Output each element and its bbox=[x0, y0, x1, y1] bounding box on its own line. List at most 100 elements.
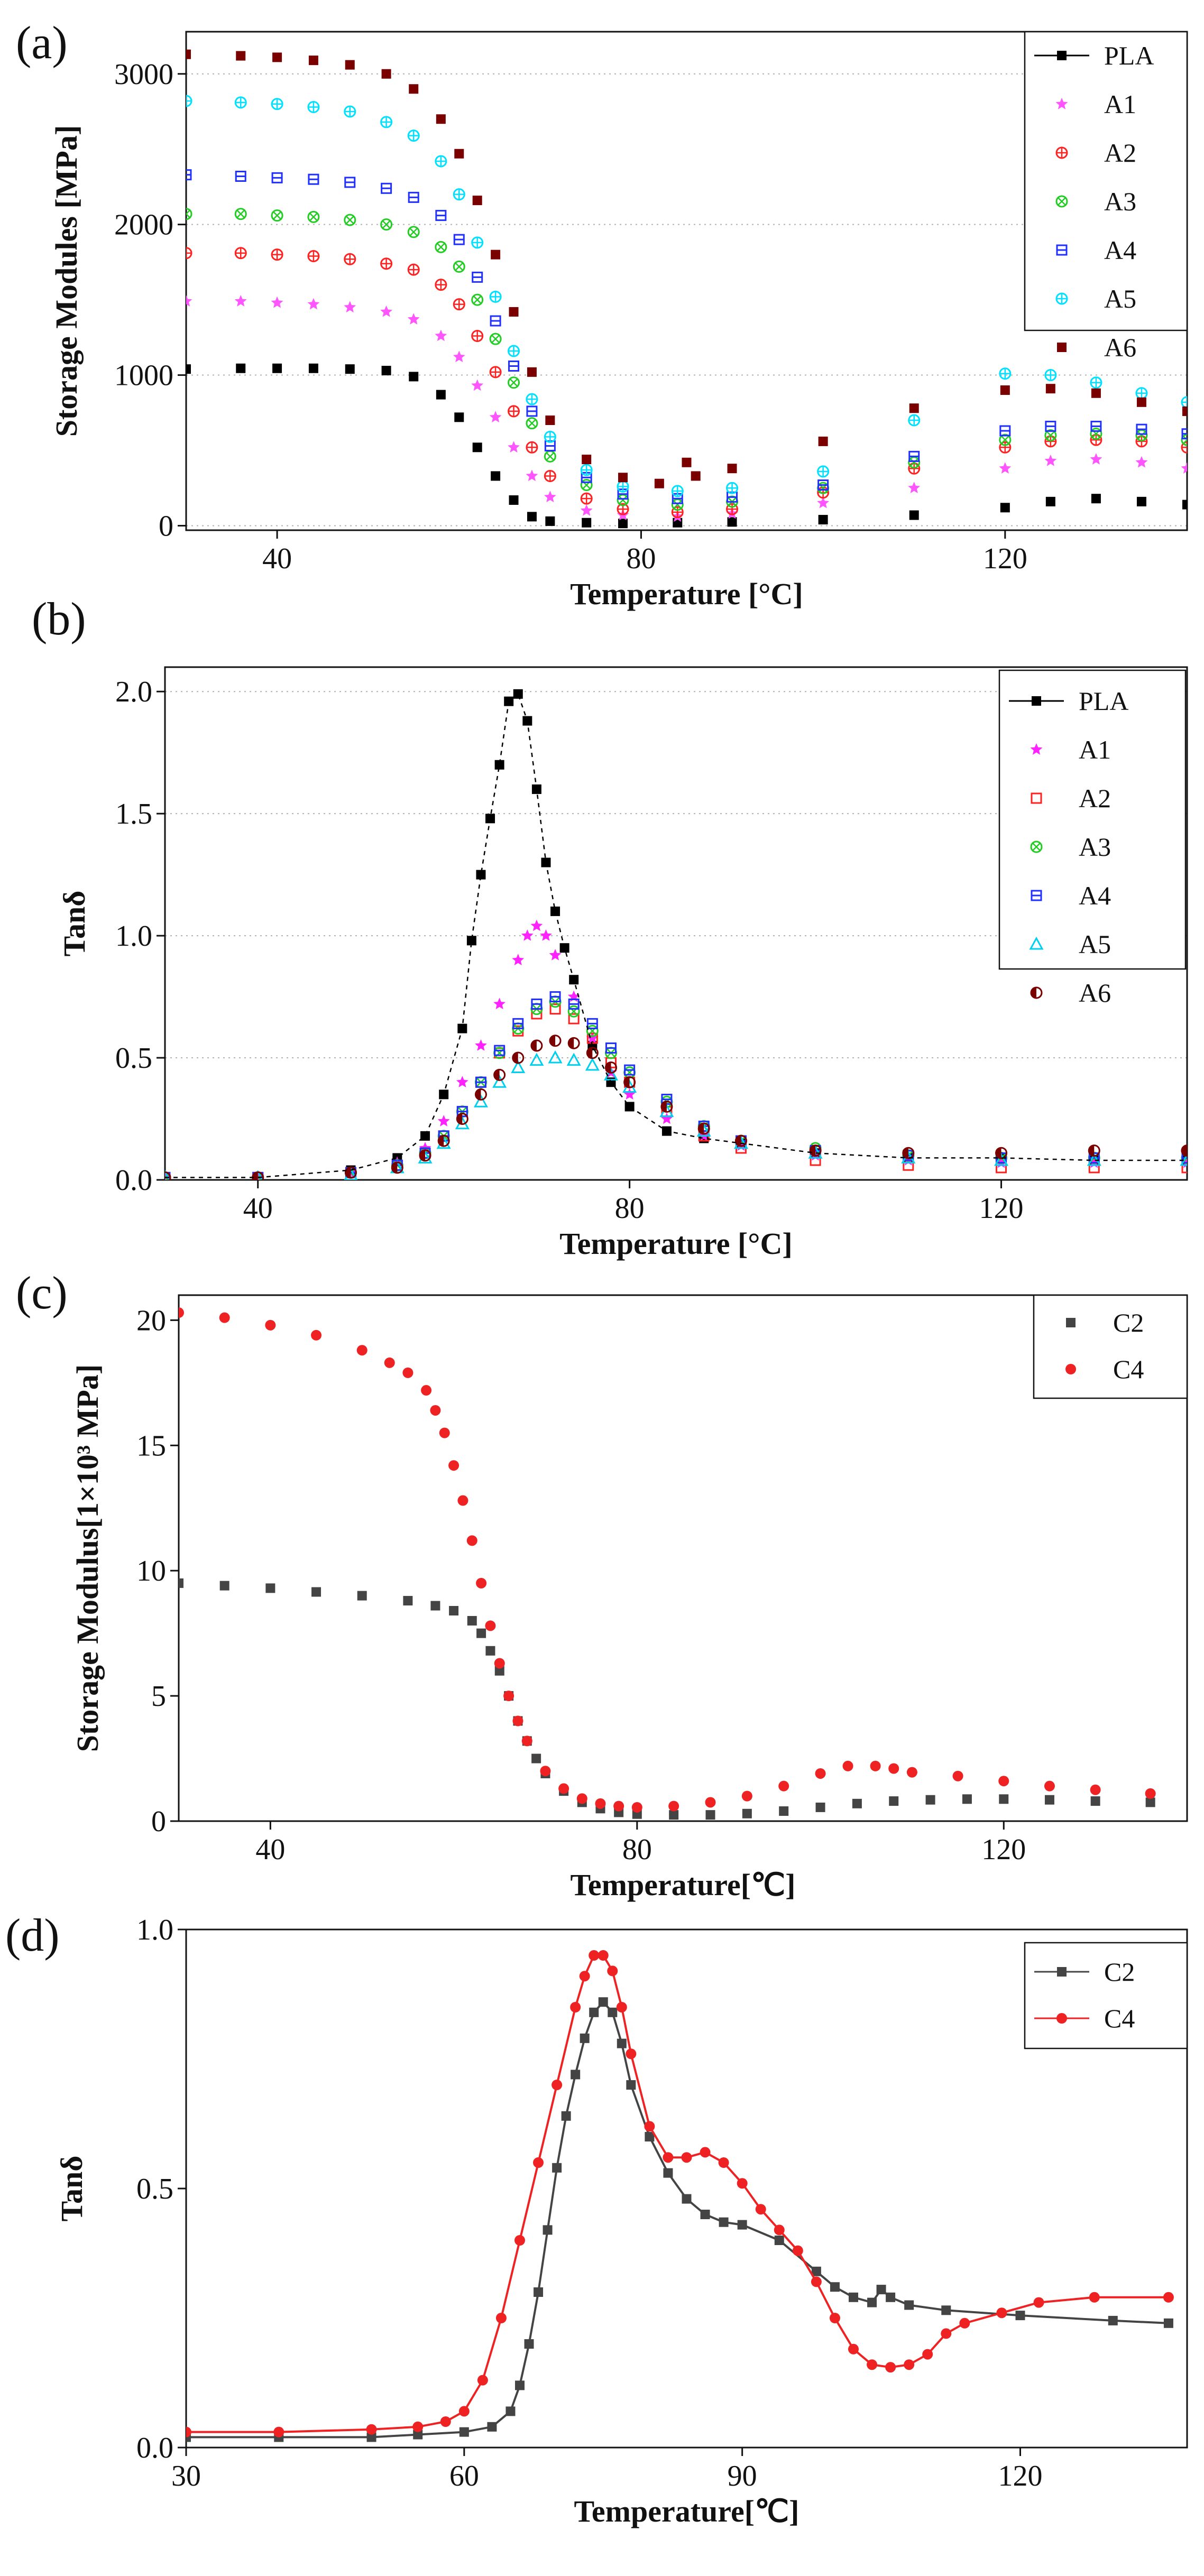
panel-a: (a) 40 80 120 0 1000 2000 3000 Temperature [°C] S… bbox=[16, 17, 1188, 611]
panel-c: (c) 40 80 120 0 5 10 15 20 Temperature[℃] Storage … bbox=[16, 1268, 1188, 1902]
series-a3-point bbox=[234, 208, 247, 220]
series-a2-point bbox=[526, 441, 538, 454]
legend-label: A2 bbox=[1104, 138, 1136, 168]
x-tick-label: 120 bbox=[998, 2460, 1043, 2492]
series-c4-point bbox=[579, 1971, 590, 1982]
series-a3-point bbox=[435, 241, 447, 253]
series-a5-point bbox=[585, 1057, 600, 1071]
series-a4-point bbox=[526, 405, 538, 417]
series-c4-point bbox=[815, 1768, 826, 1779]
series-a3-point bbox=[489, 333, 502, 345]
series-a2-point bbox=[1181, 441, 1187, 454]
series-c4-point bbox=[533, 2157, 544, 2168]
series-c2-point bbox=[1015, 2311, 1025, 2321]
legend-marker bbox=[1056, 244, 1068, 256]
series-a3-point bbox=[580, 479, 593, 492]
series-a2-point bbox=[544, 469, 556, 482]
series-c2-point bbox=[889, 1796, 899, 1806]
series-pla-point bbox=[545, 516, 555, 526]
series-a5-point bbox=[994, 1152, 1009, 1166]
series-a2-point bbox=[380, 257, 393, 270]
series-a6-point bbox=[902, 1147, 915, 1159]
series-c4-point bbox=[439, 1427, 450, 1438]
y-tick-label: 5 bbox=[151, 1680, 166, 1713]
legend-label: A6 bbox=[1104, 333, 1136, 362]
series-a5-point bbox=[307, 100, 320, 113]
series-a4-point bbox=[435, 210, 447, 221]
series-a4-point bbox=[344, 177, 356, 188]
legend: C2 C4 bbox=[1024, 1942, 1188, 2049]
series-a6-point bbox=[1182, 406, 1187, 416]
series-a1-point bbox=[437, 1115, 450, 1127]
series-c4-point bbox=[366, 2424, 377, 2435]
series-a3-point bbox=[526, 417, 538, 430]
series-pla-point bbox=[550, 906, 560, 916]
series-c4-point bbox=[952, 1770, 963, 1781]
series-c4-point bbox=[186, 2426, 191, 2437]
panel-label: (c) bbox=[16, 1268, 68, 1319]
series-c4-point bbox=[521, 1735, 532, 1747]
legend-label: A3 bbox=[1079, 832, 1111, 862]
x-tick-label: 40 bbox=[255, 1833, 285, 1866]
series-a6-point bbox=[308, 56, 318, 66]
legend-label: A1 bbox=[1079, 735, 1111, 764]
series-pla-point bbox=[466, 936, 476, 946]
series-c2-point bbox=[925, 1795, 935, 1805]
series-c2-point bbox=[403, 1596, 413, 1606]
series-pla-point bbox=[494, 760, 504, 770]
series-a2-point bbox=[307, 250, 320, 262]
series-c2-point bbox=[598, 1997, 608, 2007]
series-a5-point bbox=[380, 116, 393, 128]
series-c4-point bbox=[179, 1307, 184, 1318]
series-a6-point bbox=[527, 367, 537, 377]
series-c2-point bbox=[357, 1591, 367, 1601]
series-c2-line bbox=[186, 2000, 1169, 2439]
series-a5-point bbox=[473, 1094, 489, 1107]
x-tick-label: 80 bbox=[615, 1192, 645, 1225]
y-tick-label: 1.0 bbox=[136, 1914, 173, 1946]
series-c4-point bbox=[941, 2328, 952, 2339]
series-a6-point bbox=[909, 403, 919, 413]
series-c4-point bbox=[842, 1760, 853, 1771]
series-c4-point bbox=[668, 1801, 679, 1812]
legend-marker bbox=[1031, 792, 1042, 804]
series-a6-point bbox=[474, 1088, 487, 1101]
series-a6-point bbox=[493, 1068, 506, 1081]
series-a5-point bbox=[489, 290, 502, 303]
series-a6-point bbox=[236, 51, 246, 61]
series-c4-point bbox=[1033, 2297, 1044, 2308]
series-a2-point bbox=[508, 405, 520, 418]
series-a1-point bbox=[471, 379, 484, 391]
series-c4-point bbox=[1089, 2292, 1100, 2303]
panel-b: (b) 40 80 120 0.0 0.5 1.0 1.5 2.0 Temperature [°C… bbox=[32, 594, 1188, 1261]
series-c4-point bbox=[384, 1357, 395, 1368]
legend-marker bbox=[1030, 743, 1043, 755]
series-c2-point bbox=[682, 2194, 692, 2204]
series-a1-point bbox=[530, 919, 543, 931]
series-a6-point bbox=[1088, 1144, 1100, 1157]
series-c2-point bbox=[531, 1753, 541, 1764]
series-a1-point bbox=[475, 1039, 487, 1051]
legend-box bbox=[1024, 31, 1188, 331]
series-a1-point bbox=[508, 441, 520, 453]
series-a5-point bbox=[435, 155, 447, 168]
series-a2-point bbox=[489, 366, 502, 378]
x-axis-title: Temperature [°C] bbox=[570, 577, 803, 611]
plot-frame bbox=[164, 666, 1188, 1181]
series-a1-point bbox=[817, 496, 829, 509]
series-a3-point bbox=[453, 260, 465, 273]
series-a6-point bbox=[1045, 384, 1055, 394]
series-c4-point bbox=[904, 2359, 915, 2370]
series-c4-point bbox=[998, 1776, 1009, 1787]
series-pla-point bbox=[818, 515, 828, 525]
legend-marker bbox=[1056, 2013, 1067, 2024]
series-c4-point bbox=[540, 1766, 551, 1777]
series-a6-point bbox=[472, 196, 482, 206]
series-c4-point bbox=[477, 2375, 488, 2386]
series-a1-point bbox=[521, 929, 534, 941]
series-c2-point bbox=[534, 2287, 544, 2297]
legend-marker bbox=[1066, 1318, 1076, 1327]
y-tick-label: 2000 bbox=[114, 209, 173, 242]
series-c2-point bbox=[1145, 1797, 1155, 1807]
series-c4-point bbox=[705, 1797, 716, 1808]
